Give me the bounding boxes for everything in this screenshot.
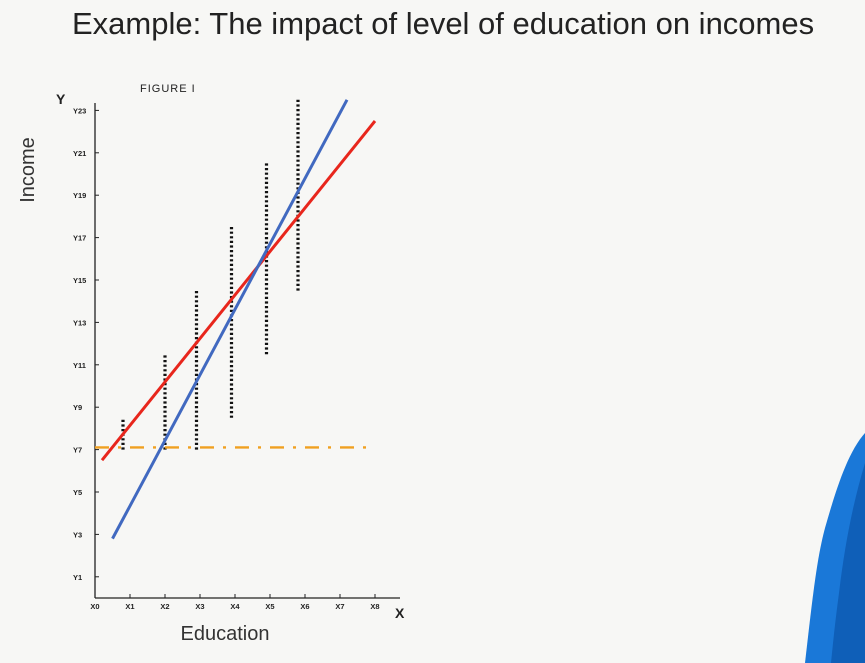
x-tick-label: X0 xyxy=(90,602,99,611)
y-tick-label: Y5 xyxy=(73,488,82,497)
y-tick-label: Y23 xyxy=(73,106,86,115)
red-regression-line xyxy=(100,120,377,462)
blue-regression-line xyxy=(111,99,349,540)
y-tick-label: Y13 xyxy=(73,318,86,327)
figure-caption: FIGURE I xyxy=(140,83,196,95)
x-axis-letter: X xyxy=(395,605,405,621)
x-tick-label: X7 xyxy=(335,602,344,611)
y-tick-label: Y15 xyxy=(73,276,86,285)
y-tick-label: Y19 xyxy=(73,191,86,200)
x-tick-label: X4 xyxy=(230,602,240,611)
x-tick-label: X1 xyxy=(125,602,134,611)
y-tick-label: Y7 xyxy=(73,446,82,455)
y-tick-label: Y21 xyxy=(73,149,86,158)
x-tick-label: X3 xyxy=(195,602,204,611)
x-axis-title: Education xyxy=(181,623,270,645)
x-tick-label: X5 xyxy=(265,602,274,611)
x-tick-label: X2 xyxy=(160,602,169,611)
y-tick-label: Y1 xyxy=(73,573,82,582)
presenter-figure xyxy=(805,433,865,663)
y-tick-label: Y3 xyxy=(73,530,82,539)
y-tick-label: Y11 xyxy=(73,361,86,370)
presenter-shirt-shadow xyxy=(831,463,865,663)
x-tick-label: X8 xyxy=(370,602,379,611)
y-axis-title: Income xyxy=(17,137,39,203)
y-tick-label: Y17 xyxy=(73,234,86,243)
slide-title: Example: The impact of level of educatio… xyxy=(72,6,815,41)
x-tick-label: X6 xyxy=(300,602,309,611)
y-tick-label: Y9 xyxy=(73,403,82,412)
y-axis-letter: Y xyxy=(56,91,66,107)
